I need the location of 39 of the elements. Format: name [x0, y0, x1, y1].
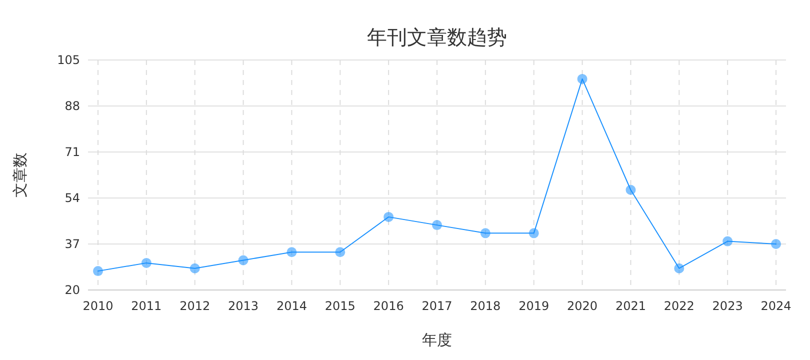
x-tick-label: 2014 — [276, 299, 307, 313]
point — [771, 239, 781, 249]
point — [335, 247, 346, 258]
y-tick-label: 37 — [64, 237, 80, 251]
y-tick-label: 105 — [57, 53, 80, 67]
y-tick-label: 71 — [64, 145, 80, 159]
x-tick-label: 2023 — [712, 299, 743, 313]
chart-title: 年刊文章数趋势 — [367, 25, 507, 49]
x-tick-label: 2012 — [180, 299, 210, 313]
x-tick-label: 2016 — [373, 299, 404, 313]
point — [238, 255, 248, 266]
x-tick-label: 2015 — [324, 299, 356, 313]
x-tick-label: 2010 — [82, 299, 114, 313]
point — [577, 74, 588, 84]
point — [722, 236, 733, 246]
x-tick-label: 2011 — [131, 299, 162, 313]
x-tick-label: 2017 — [422, 299, 452, 313]
point — [384, 212, 394, 222]
y-tick-label: 54 — [64, 191, 80, 205]
point — [432, 220, 442, 230]
x-tick-label: 2018 — [470, 299, 501, 313]
x-tick-label: 2013 — [228, 299, 259, 313]
y-tick-label: 88 — [64, 99, 80, 113]
x-axis-title: 年度 — [422, 331, 452, 349]
y-axis-title: 文章数 — [11, 152, 29, 198]
point — [141, 258, 152, 268]
point — [528, 228, 539, 238]
x-tick-label: 2021 — [615, 299, 646, 313]
point — [674, 263, 684, 274]
x-tick-label: 2020 — [567, 299, 598, 313]
x-tick-label: 2024 — [760, 299, 792, 313]
point — [626, 184, 636, 195]
point — [93, 266, 103, 276]
point — [480, 228, 490, 238]
point — [190, 263, 200, 274]
x-tick-label: 2022 — [664, 299, 694, 313]
point — [286, 247, 297, 258]
y-tick-label: 20 — [64, 283, 80, 297]
x-tick-label: 2019 — [518, 299, 550, 313]
